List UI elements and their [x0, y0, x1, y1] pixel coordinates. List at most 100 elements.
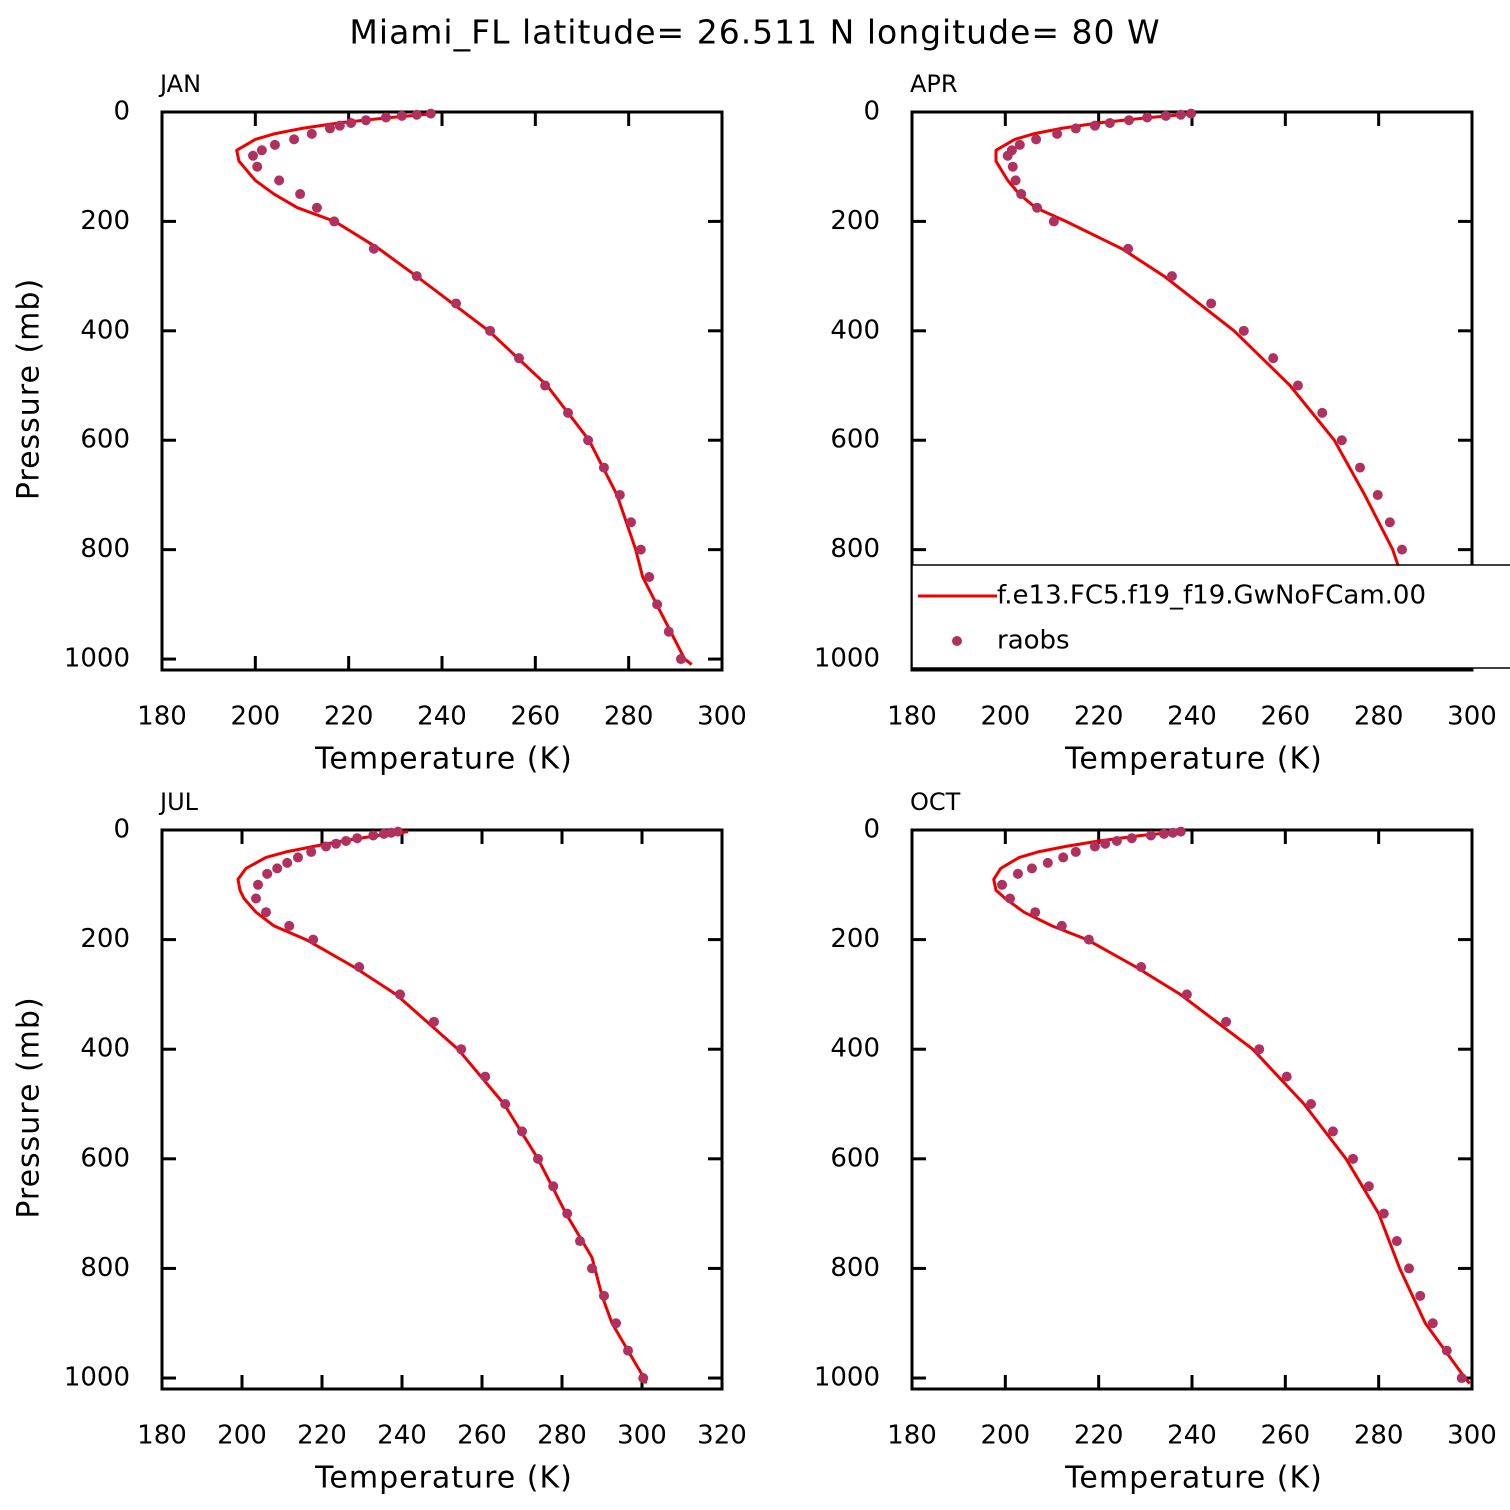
- y-axis-label: Pressure (mb): [12, 996, 47, 1218]
- raob-point: [331, 838, 341, 849]
- raob-point: [598, 462, 609, 473]
- raob-point: [548, 1181, 559, 1192]
- raob-point: [1145, 830, 1156, 841]
- raob-point: [644, 572, 655, 582]
- raob-point: [1268, 353, 1279, 364]
- raob-point: [1104, 117, 1115, 128]
- x-tick-label: 200: [217, 1421, 267, 1451]
- x-tick-label: 300: [697, 702, 747, 732]
- raob-point: [253, 879, 263, 890]
- raob-point: [334, 120, 345, 131]
- x-tick-label: 280: [604, 702, 654, 732]
- x-axis-label: Temperature (K): [1064, 742, 1323, 777]
- raob-point: [485, 325, 496, 336]
- raob-point: [1083, 934, 1094, 945]
- y-tick-label: 1000: [64, 644, 130, 674]
- raob-point: [341, 835, 351, 846]
- raob-point: [1136, 962, 1147, 973]
- raob-point: [352, 833, 363, 844]
- raob-point: [1397, 544, 1407, 555]
- raob-point: [1181, 989, 1192, 1000]
- raob-point: [480, 1071, 491, 1082]
- raob-point: [293, 852, 303, 863]
- raob-point: [1404, 1263, 1414, 1274]
- raob-point: [1306, 1099, 1316, 1110]
- raob-point: [1010, 175, 1021, 186]
- y-tick-label: 0: [863, 815, 880, 845]
- raob-point: [1355, 462, 1365, 473]
- y-tick-label: 1000: [64, 1363, 130, 1393]
- raob-point: [379, 828, 389, 839]
- x-tick-label: 220: [297, 1421, 347, 1451]
- raob-point: [256, 145, 267, 156]
- raob-point: [1159, 828, 1169, 839]
- raob-point: [1372, 489, 1383, 500]
- raob-point: [1384, 517, 1395, 528]
- raob-point: [1363, 1181, 1374, 1192]
- y-tick-label: 0: [863, 97, 880, 127]
- raob-point: [1124, 115, 1134, 126]
- raob-point: [284, 920, 295, 931]
- y-tick-label: 1000: [814, 1363, 880, 1393]
- raob-point: [1007, 161, 1018, 172]
- model-line: [992, 830, 1471, 1385]
- x-tick-label: 180: [887, 702, 937, 732]
- raob-point: [411, 271, 422, 282]
- x-tick-label: 280: [1354, 702, 1404, 732]
- x-tick-label: 300: [617, 1421, 667, 1451]
- panel-title: APR: [910, 70, 958, 98]
- panel: JUL 180 200 220 240 260 280 300 320 0 200 400 600 800…: [12, 788, 747, 1496]
- raob-point: [1030, 907, 1041, 918]
- raob-point: [562, 1208, 573, 1219]
- y-tick-label: 200: [830, 206, 880, 236]
- raob-point: [1415, 1290, 1426, 1301]
- raob-point: [289, 134, 300, 145]
- raob-point: [1427, 1318, 1438, 1329]
- x-tick-label: 260: [457, 1421, 507, 1451]
- raob-point: [638, 1373, 649, 1384]
- raob-point: [1026, 863, 1037, 874]
- x-tick-label: 200: [981, 1421, 1031, 1451]
- y-tick-label: 0: [113, 97, 130, 127]
- raob-point: [1058, 852, 1069, 863]
- x-tick-label: 180: [137, 1421, 187, 1451]
- x-axis-label: Temperature (K): [314, 742, 573, 777]
- raob-point: [1327, 1126, 1338, 1137]
- raob-point: [1032, 202, 1043, 213]
- raob-point: [451, 298, 461, 309]
- raob-point: [1175, 109, 1186, 120]
- y-tick-label: 400: [80, 315, 130, 345]
- raob-point: [1166, 271, 1177, 282]
- raob-point: [381, 112, 391, 123]
- x-axis-label: Temperature (K): [1064, 1461, 1323, 1496]
- raob-point: [1221, 1016, 1232, 1027]
- x-tick-label: 320: [697, 1421, 747, 1451]
- raob-point: [1441, 1345, 1452, 1356]
- raob-point: [1100, 838, 1111, 849]
- raob-point: [1206, 298, 1217, 309]
- raob-point: [346, 117, 356, 128]
- y-tick-label: 600: [830, 1143, 880, 1173]
- raob-point: [251, 893, 261, 904]
- x-tick-label: 200: [231, 702, 281, 732]
- raob-point: [1238, 325, 1249, 336]
- raob-point: [1292, 380, 1303, 391]
- raob-point: [1391, 1236, 1402, 1247]
- raob-point: [295, 189, 306, 200]
- model-line: [994, 112, 1457, 666]
- raob-point: [1111, 835, 1122, 846]
- raob-point: [533, 1153, 543, 1164]
- raob-point: [354, 962, 365, 973]
- raob-point: [635, 544, 646, 555]
- raob-point: [360, 115, 371, 126]
- raob-point: [1012, 868, 1023, 879]
- raob-point: [1070, 123, 1081, 134]
- raob-point: [1056, 920, 1067, 931]
- raob-point: [1005, 893, 1015, 904]
- panel-title: JAN: [158, 70, 201, 98]
- legend-label: raobs: [997, 626, 1070, 656]
- legend-marker: [952, 636, 962, 646]
- raob-point: [663, 626, 674, 637]
